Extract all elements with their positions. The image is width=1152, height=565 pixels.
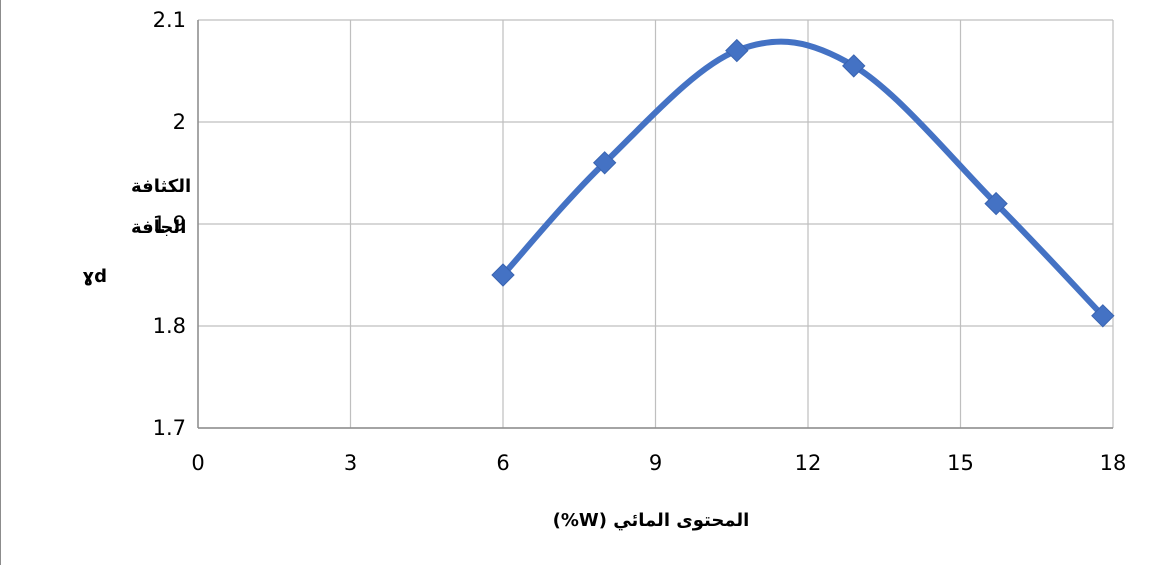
y-tick-label: 2	[173, 110, 186, 134]
x-tick-labels: 0 3 6 9 12 15 18	[191, 451, 1126, 475]
y-axis-title-line-1: الكثافة	[131, 176, 191, 197]
x-tick-label: 6	[496, 451, 509, 475]
data-markers	[491, 38, 1115, 328]
x-tick-label: 9	[649, 451, 662, 475]
data-point-marker	[491, 263, 515, 287]
x-tick-label: 15	[947, 451, 974, 475]
x-tick-label: 0	[191, 451, 204, 475]
y-axis-title: الكثافة الجافة ɣd	[83, 176, 192, 287]
y-axis-title-line-2: الجافة	[131, 217, 186, 238]
data-point-marker	[984, 191, 1008, 216]
series-line	[500, 38, 1106, 319]
y-tick-label: 1.9	[153, 212, 186, 236]
x-tick-label: 12	[795, 451, 822, 475]
axes	[197, 20, 1113, 429]
y-tick-labels: 1.7 1.8 1.9 2 2.1	[153, 8, 186, 440]
x-tick-label: 3	[344, 451, 357, 475]
y-tick-label: 1.7	[153, 416, 186, 440]
x-tick-label: 18	[1100, 451, 1127, 475]
y-tick-label: 1.8	[153, 314, 186, 338]
data-point-marker	[725, 38, 749, 63]
gridlines	[197, 19, 1114, 429]
x-axis-title: المحتوى المائي (W%)	[553, 510, 750, 531]
data-point-marker	[592, 151, 617, 175]
data-point-marker	[1091, 304, 1115, 328]
data-point-marker	[842, 54, 866, 78]
y-tick-label: 2.1	[153, 8, 186, 32]
y-axis-title-line-3: ɣd	[83, 266, 107, 287]
